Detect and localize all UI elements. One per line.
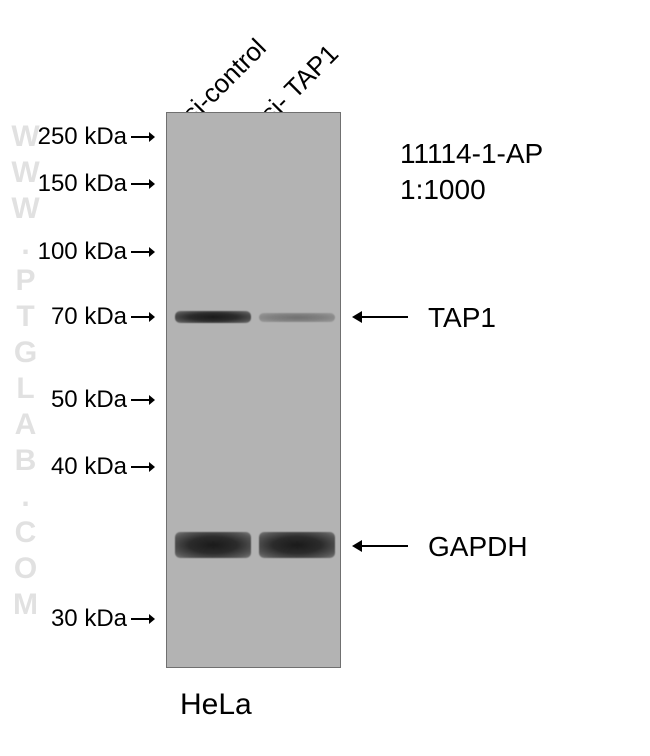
mw-label-100: 100 kDa xyxy=(38,238,155,266)
mw-label-30: 30 kDa xyxy=(51,605,155,633)
arrow-right-icon xyxy=(131,612,155,626)
protein-label-gapdh: GAPDH xyxy=(428,531,528,563)
mw-text: 250 kDa xyxy=(38,123,127,150)
arrow-right-icon xyxy=(131,310,155,324)
arrow-right-icon xyxy=(131,393,155,407)
mw-label-250: 250 kDa xyxy=(38,123,155,151)
arrow-left-icon xyxy=(352,538,408,554)
arrow-right-icon xyxy=(131,177,155,191)
antibody-dilution: 1:1000 xyxy=(400,174,486,206)
band-tap1-lane-b xyxy=(259,313,335,322)
band-gapdh-lane-a xyxy=(175,532,251,558)
mw-text: 70 kDa xyxy=(51,303,127,330)
arrow-left-icon xyxy=(352,309,408,325)
mw-text: 100 kDa xyxy=(38,238,127,265)
mw-label-40: 40 kDa xyxy=(51,453,155,481)
arrow-right-icon xyxy=(131,245,155,259)
antibody-id: 11114-1-AP xyxy=(400,138,543,170)
mw-label-150: 150 kDa xyxy=(38,170,155,198)
mw-label-50: 50 kDa xyxy=(51,386,155,414)
blot-membrane xyxy=(166,112,341,668)
mw-text: 40 kDa xyxy=(51,453,127,480)
protein-label-tap1: TAP1 xyxy=(428,302,496,334)
arrow-right-icon xyxy=(131,460,155,474)
mw-text: 150 kDa xyxy=(38,170,127,197)
figure-root: WWW.PTGLAB.COM si-control si- TAP1 250 k… xyxy=(0,0,650,756)
cell-line-label: HeLa xyxy=(180,688,252,722)
mw-text: 30 kDa xyxy=(51,605,127,632)
arrow-right-icon xyxy=(131,130,155,144)
band-gapdh-lane-b xyxy=(259,532,335,558)
mw-label-70: 70 kDa xyxy=(51,303,155,331)
mw-text: 50 kDa xyxy=(51,386,127,413)
band-tap1-lane-a xyxy=(175,311,251,323)
